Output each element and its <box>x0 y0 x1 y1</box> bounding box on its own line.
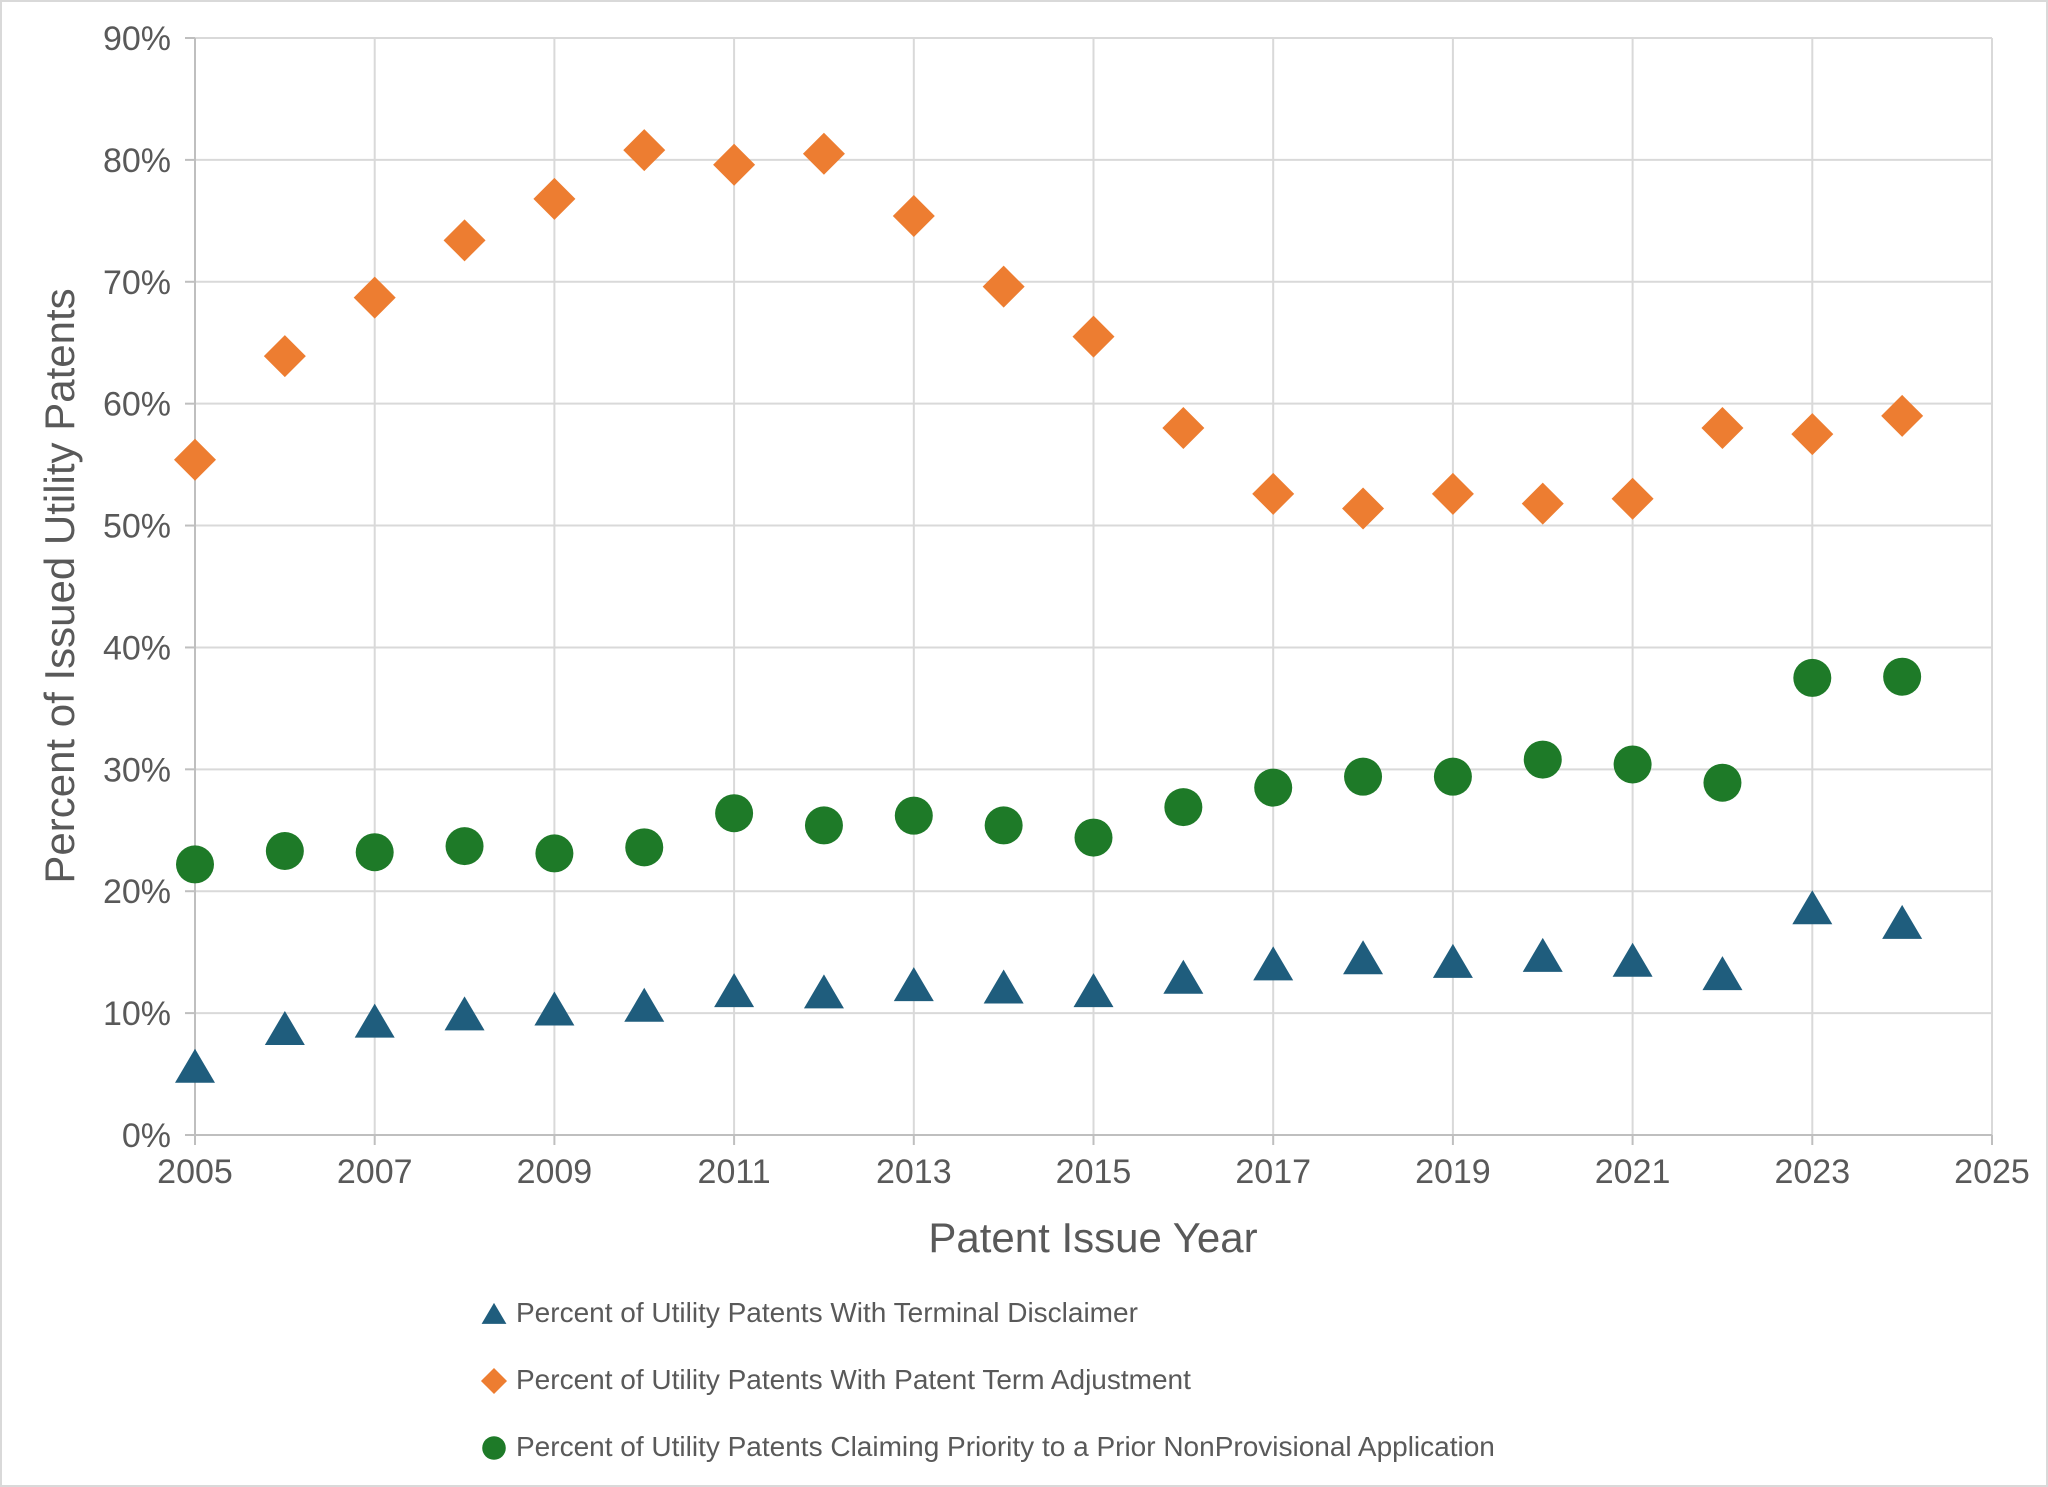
triangle-marker <box>1882 904 1923 939</box>
x-tick-label: 2009 <box>517 1153 593 1191</box>
diamond-marker <box>174 438 216 481</box>
triangle-marker <box>175 1048 215 1083</box>
x-tick-label: 2021 <box>1595 1153 1671 1191</box>
legend-label: Percent of Utility Patents With Terminal… <box>516 1297 1138 1328</box>
triangle-marker <box>1253 946 1294 981</box>
legend-item-terminal-disclaimer: Percent of Utility Patents With Terminal… <box>479 1293 1495 1333</box>
circle-marker <box>1344 757 1383 796</box>
x-tick-label: 2015 <box>1056 1153 1132 1191</box>
triangle-marker-icon <box>481 1302 507 1324</box>
circle-marker <box>1613 745 1652 784</box>
diamond-marker <box>1521 482 1564 525</box>
diamond-marker <box>1072 315 1115 358</box>
circle-marker <box>804 806 843 845</box>
circle-marker <box>1523 740 1562 779</box>
triangle-marker <box>803 974 844 1009</box>
x-tick-label: 2025 <box>1954 1153 2030 1191</box>
diamond-marker <box>1431 472 1474 515</box>
triangle-marker <box>481 1302 507 1324</box>
diamond-marker <box>1611 477 1654 520</box>
y-tick-label: 50% <box>103 508 171 546</box>
circle-marker <box>176 845 214 884</box>
y-tick-label: 70% <box>103 264 171 302</box>
legend-label: Percent of Utility Patents Claiming Prio… <box>516 1431 1495 1462</box>
y-tick-label: 60% <box>103 386 171 424</box>
y-axis-title: Percent of Issued Utility Patents <box>36 288 83 884</box>
triangle-marker <box>983 969 1024 1004</box>
x-tick-label: 2017 <box>1235 1153 1311 1191</box>
x-tick-label: 2019 <box>1415 1153 1491 1191</box>
triangle-marker <box>893 967 934 1002</box>
circle-marker <box>355 833 394 872</box>
circle-marker <box>1433 757 1472 796</box>
diamond-marker <box>623 129 666 172</box>
diamond-marker <box>892 194 935 237</box>
diamond-marker <box>802 132 845 175</box>
diamond-marker <box>443 219 486 262</box>
circle-marker-icon <box>482 1436 506 1460</box>
circle-marker <box>1703 763 1742 802</box>
y-tick-label: 90% <box>103 20 171 58</box>
diamond-marker <box>1701 407 1744 450</box>
diamond-marker <box>263 335 306 378</box>
circle-marker <box>482 1436 506 1460</box>
circle-marker <box>1074 818 1113 857</box>
circle-marker <box>715 794 754 833</box>
diamond-marker <box>1342 487 1385 530</box>
diamond-marker <box>1881 394 1924 437</box>
diamond-marker <box>1252 472 1295 515</box>
triangle-marker <box>534 991 575 1026</box>
circle-marker <box>625 828 664 867</box>
triangle-marker <box>354 1003 395 1038</box>
legend-item-patent-term-adjustment: Percent of Utility Patents With Patent T… <box>479 1360 1495 1400</box>
triangle-marker <box>444 996 485 1031</box>
diamond-marker-icon <box>480 1367 508 1395</box>
triangle-marker <box>1792 890 1833 925</box>
legend-label: Percent of Utility Patents With Patent T… <box>516 1364 1191 1395</box>
legend: Percent of Utility Patents With Terminal… <box>479 1293 1495 1485</box>
y-tick-label: 10% <box>103 995 171 1033</box>
diamond-marker <box>1791 413 1834 456</box>
circle-marker <box>1883 657 1922 696</box>
diamond-marker <box>1162 407 1205 450</box>
triangle-marker <box>1702 956 1743 991</box>
circle-marker <box>535 834 574 873</box>
y-tick-label: 80% <box>103 142 171 180</box>
triangle-marker <box>1163 959 1204 994</box>
circle-marker <box>445 827 484 866</box>
x-axis-title: Patent Issue Year <box>928 1214 1258 1261</box>
triangle-marker <box>1522 937 1563 972</box>
triangle-marker <box>624 987 665 1022</box>
y-tick-label: 0% <box>122 1117 171 1155</box>
circle-marker <box>1164 788 1203 827</box>
circle-marker <box>984 806 1023 845</box>
x-tick-label: 2013 <box>876 1153 952 1191</box>
triangle-marker <box>1073 973 1114 1008</box>
x-tick-label: 2007 <box>337 1153 413 1191</box>
legend-item-claiming-priority: Percent of Utility Patents Claiming Prio… <box>479 1427 1495 1467</box>
x-tick-label: 2023 <box>1774 1153 1850 1191</box>
circle-marker <box>265 831 304 870</box>
diamond-marker <box>982 265 1025 308</box>
diamond-marker <box>533 177 576 220</box>
x-tick-label: 2005 <box>157 1153 233 1191</box>
circle-marker <box>894 796 933 835</box>
diamond-marker <box>713 143 756 186</box>
y-tick-label: 30% <box>103 751 171 789</box>
triangle-marker <box>1343 940 1384 975</box>
circle-marker <box>1254 768 1293 807</box>
x-tick-label: 2011 <box>698 1153 771 1191</box>
circle-marker <box>1793 658 1832 697</box>
y-tick-label: 40% <box>103 629 171 667</box>
triangle-marker <box>714 973 755 1008</box>
triangle-marker <box>264 1010 305 1045</box>
diamond-marker <box>480 1367 508 1395</box>
triangle-marker <box>1612 942 1653 977</box>
y-tick-label: 20% <box>103 873 171 911</box>
diamond-marker <box>353 276 396 319</box>
triangle-marker <box>1432 943 1473 978</box>
